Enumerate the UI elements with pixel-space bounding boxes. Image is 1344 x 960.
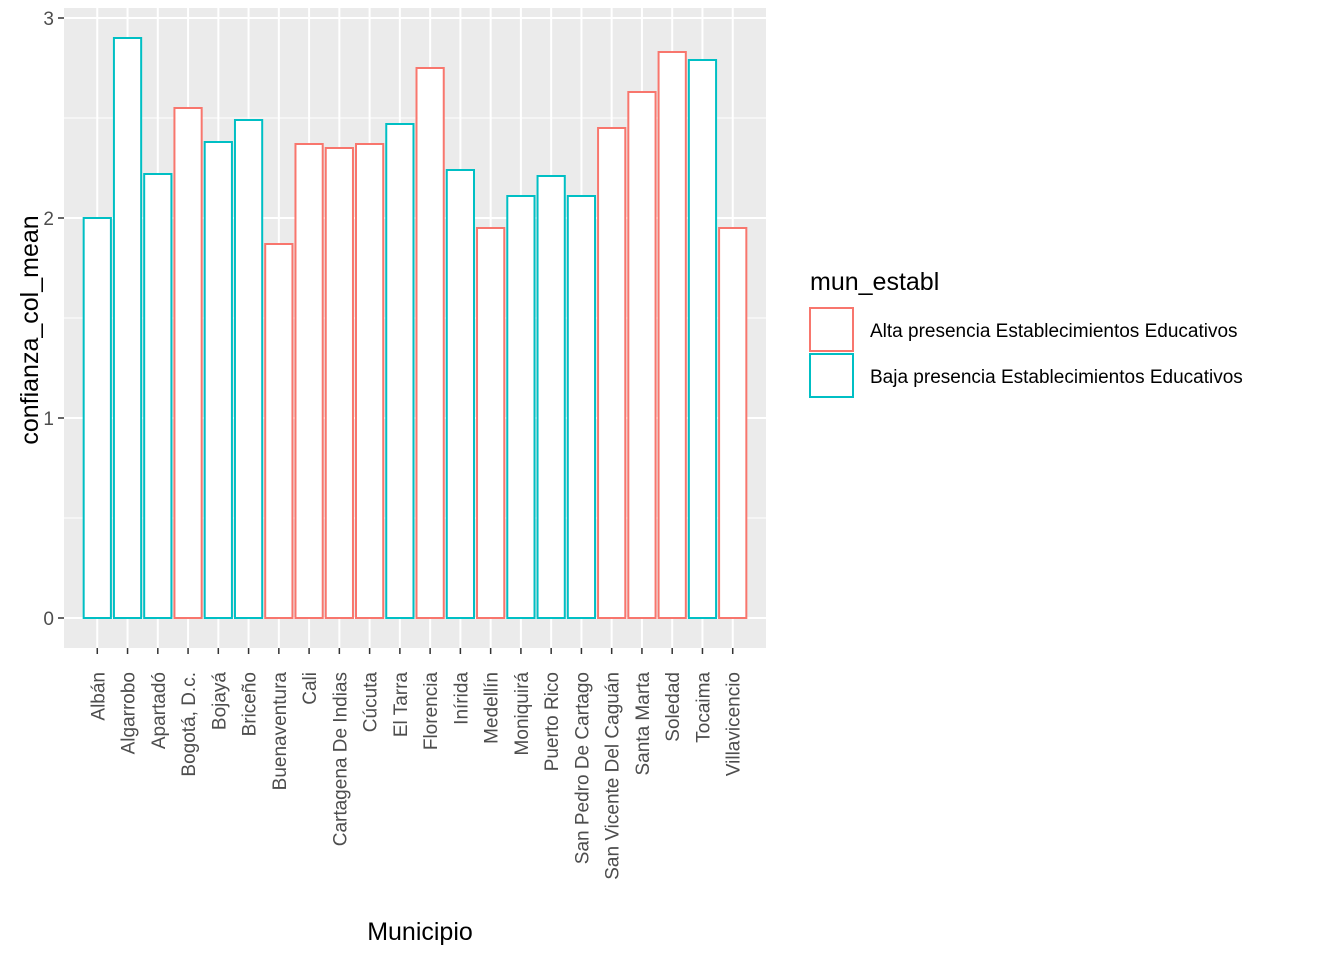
y-axis: 0 1 2 3 bbox=[43, 9, 64, 630]
bar-21 bbox=[687, 59, 718, 619]
x-tick-label: El Tarra bbox=[391, 672, 412, 738]
x-tick-label: Bogotá, D.c. bbox=[179, 672, 200, 777]
bar-4 bbox=[173, 107, 203, 619]
bar-17 bbox=[566, 195, 597, 619]
bars bbox=[82, 37, 748, 619]
x-tick-label: Santa Marta bbox=[633, 672, 654, 776]
x-tick-label: Tocaima bbox=[693, 672, 714, 743]
bar-20 bbox=[657, 51, 687, 619]
bar-6 bbox=[233, 119, 264, 619]
bar-2 bbox=[112, 37, 143, 619]
bar-10 bbox=[354, 143, 385, 619]
bar-22 bbox=[718, 227, 748, 619]
legend-label-baja: Baja presencia Establecimientos Educativ… bbox=[870, 367, 1243, 388]
bar-8 bbox=[294, 143, 324, 619]
bar-13 bbox=[445, 169, 476, 619]
x-tick-label: Inírida bbox=[451, 672, 472, 725]
x-tick-label: Villavicencio bbox=[724, 672, 745, 776]
x-tick-label: Apartadó bbox=[149, 672, 170, 749]
x-tick-label: Soledad bbox=[663, 672, 684, 742]
bar-15 bbox=[506, 195, 536, 619]
legend: mun_establ Alta presencia Establecimient… bbox=[809, 268, 1243, 398]
y-axis-title: confianza_col_mean bbox=[16, 215, 44, 444]
x-tick-label: Moniquirá bbox=[512, 672, 533, 756]
x-tick-label: Cali bbox=[300, 672, 321, 705]
bar-3 bbox=[143, 173, 173, 619]
x-axis-title: Municipio bbox=[367, 918, 473, 946]
x-tick-label: Albán bbox=[88, 672, 109, 721]
bar-12 bbox=[415, 67, 445, 619]
bar-16 bbox=[536, 175, 566, 619]
bar-5 bbox=[203, 141, 233, 619]
x-tick-label: Puerto Rico bbox=[542, 672, 563, 771]
x-tick-label: San Vicente Del Caguán bbox=[603, 672, 624, 880]
x-axis: Albán Algarrobo Apartadó Bogotá, D.c. Bojayá… bbox=[88, 648, 745, 880]
bar-14 bbox=[476, 227, 506, 619]
y-tick-label: 3 bbox=[43, 9, 54, 30]
bar-7 bbox=[264, 243, 294, 619]
x-tick-label: Cartagena De Indias bbox=[330, 672, 351, 846]
x-tick-label: Briceño bbox=[240, 672, 261, 736]
x-tick-label: Florencia bbox=[421, 672, 442, 751]
bar-1 bbox=[82, 217, 112, 619]
legend-key-alta bbox=[809, 307, 854, 352]
y-tick-label: 0 bbox=[43, 609, 54, 630]
x-tick-label: Algarrobo bbox=[119, 672, 140, 754]
x-tick-label: San Pedro De Cartago bbox=[572, 672, 593, 864]
legend-key-baja bbox=[809, 353, 854, 398]
legend-title: mun_establ bbox=[810, 268, 939, 296]
bar-19 bbox=[627, 91, 657, 619]
x-tick-label: Buenaventura bbox=[270, 672, 291, 791]
x-tick-label: Bojayá bbox=[209, 672, 230, 731]
bar-18 bbox=[597, 127, 627, 619]
legend-label-alta: Alta presencia Establecimientos Educativ… bbox=[870, 321, 1238, 342]
y-tick-label: 2 bbox=[43, 209, 54, 230]
x-tick-label: Cúcuta bbox=[361, 672, 382, 733]
x-tick-label: Medellín bbox=[482, 672, 503, 744]
bar-11 bbox=[385, 123, 415, 619]
bar-9 bbox=[324, 147, 354, 619]
y-tick-label: 1 bbox=[43, 409, 54, 430]
